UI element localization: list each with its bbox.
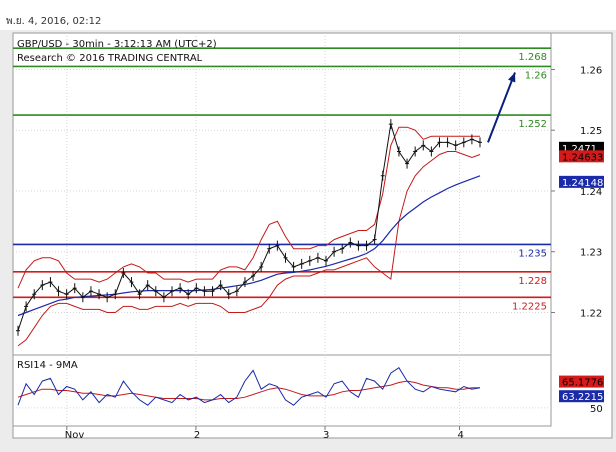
- level-label-4: 1.228: [518, 276, 547, 287]
- price-line: [17, 123, 481, 331]
- chart-title: GBP/USD - 30min - 3:12:13 AM (UTC+2): [17, 39, 217, 50]
- y-tick-label-3: 1.25: [580, 126, 602, 137]
- datetime: พ.ย. 4, 2016, 02:12: [6, 16, 102, 27]
- rsi-y-tick-label-0: 50: [590, 404, 603, 415]
- x-tick-label-3: 4: [458, 430, 464, 441]
- chart-frame: [12, 32, 613, 439]
- moving-average: [17, 175, 481, 317]
- price-badge-bg-2: [559, 175, 604, 188]
- rsi-ma-line: [17, 380, 480, 401]
- rsi-badges: 65.1776 63.2215: [559, 375, 604, 403]
- horizontal-levels: 1.268 1.26 1.252 1.235 1.228 1.2225: [13, 47, 551, 312]
- bollinger-lower: [17, 151, 481, 347]
- price-series: [16, 72, 516, 347]
- y-tick-label-4: 1.26: [580, 65, 602, 76]
- grid: [13, 33, 551, 426]
- rsi-badge-label-1: 63.2215: [562, 392, 603, 403]
- chart-subtitle: Research © 2016 TRADING CENTRAL: [17, 53, 203, 64]
- x-tick-label-1: 2: [194, 430, 200, 441]
- level-label-3: 1.235: [518, 248, 547, 259]
- x-tick-label-2: 3: [323, 430, 329, 441]
- y-tick-label-1: 1.23: [580, 248, 602, 259]
- rsi-badge-bg-1: [559, 390, 604, 403]
- bollinger-upper: [17, 126, 480, 289]
- price-badge-label-1: 1.24633: [562, 152, 603, 163]
- y-tick-label-0: 1.22: [580, 308, 602, 319]
- level-label-1: 1.26: [525, 70, 547, 81]
- x-tick-label-0: Nov: [65, 430, 85, 441]
- level-label-5: 1.2225: [512, 301, 547, 312]
- rsi-line: [17, 366, 481, 406]
- forecast-arrow-shaft: [487, 72, 516, 143]
- rsi-series: [17, 366, 481, 406]
- level-label-0: 1.268: [518, 52, 547, 63]
- price-badge-label-0: 1.2471: [562, 144, 597, 155]
- level-label-2: 1.252: [518, 119, 547, 130]
- x-tick-labels: Nov 2 3 4: [65, 426, 464, 441]
- forecast-arrow-head: [508, 72, 516, 83]
- rsi-badge-bg-0: [559, 375, 604, 388]
- price-y-tick-labels: 1.22 1.23 1.24 1.25 1.26 50: [551, 65, 603, 415]
- y-tick-label-2: 1.24: [580, 187, 602, 198]
- price-badge-bg-1: [559, 150, 604, 163]
- rsi-title: RSI14 - 9MA: [17, 360, 78, 371]
- price-badge-label-2: 1.24148: [562, 178, 603, 189]
- rsi-badge-label-0: 65.1776: [562, 378, 603, 389]
